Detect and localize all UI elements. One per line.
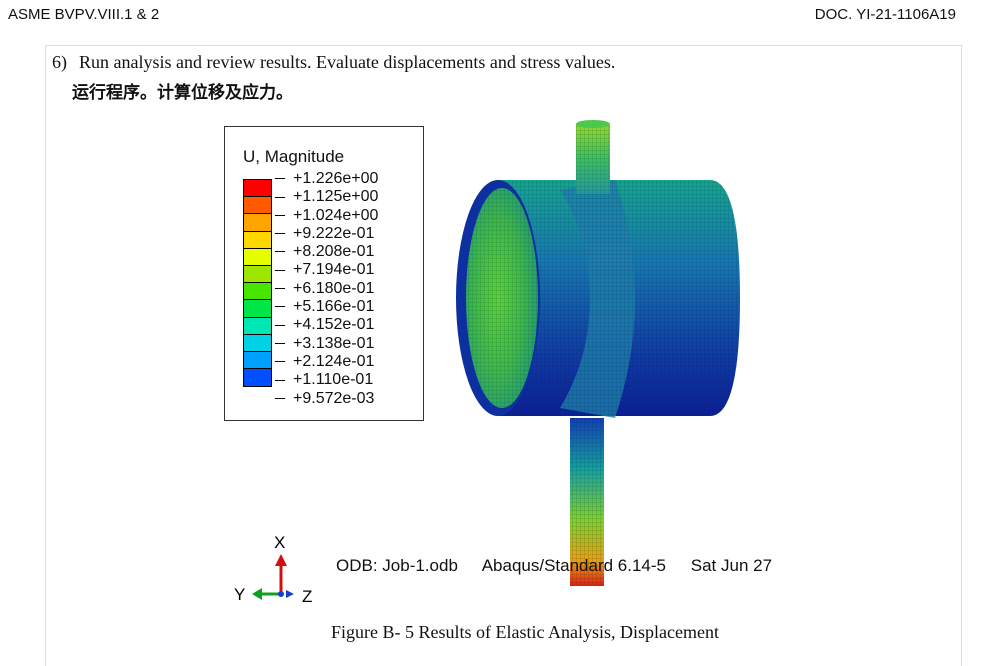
- odb-date: Sat Jun 27: [690, 556, 773, 575]
- legend-band: [244, 334, 271, 352]
- legend-band: [244, 214, 271, 232]
- legend-band: [244, 317, 271, 335]
- doc-standard: ASME BVPV.VIII.1 & 2: [8, 6, 160, 23]
- legend-band: [244, 248, 271, 266]
- step-text-en: Run analysis and review results. Evaluat…: [79, 52, 616, 72]
- legend-band: [244, 265, 271, 284]
- odb-file: ODB: Job-1.odb: [336, 556, 458, 575]
- doc-number: DOC. YI-21-1106A19: [814, 6, 956, 23]
- legend-band: [244, 283, 271, 301]
- axis-triad: X Y Z: [234, 533, 312, 606]
- legend-value: +7.194e-01: [275, 261, 378, 279]
- legend-value: +1.024e+00: [275, 207, 378, 225]
- triad-z-label: Z: [302, 587, 312, 606]
- legend-value: +1.125e+00: [275, 188, 378, 206]
- legend-band: [244, 300, 271, 318]
- step-instruction-en: 6) Run analysis and review results. Evalu…: [52, 52, 615, 73]
- triad-y-label: Y: [234, 585, 245, 604]
- legend-band: [244, 180, 271, 198]
- odb-solver: Abaqus/Standard 6.14-5: [481, 556, 667, 575]
- legend-value: +9.572e-03: [275, 390, 378, 408]
- triad-x-label: X: [274, 533, 285, 552]
- step-number: 6): [52, 52, 67, 72]
- legend-value: +6.180e-01: [275, 280, 378, 298]
- figure-caption: Figure B- 5 Results of Elastic Analysis,…: [331, 622, 719, 642]
- legend-band: [244, 351, 271, 370]
- legend-value: +5.166e-01: [275, 298, 378, 316]
- step-instruction-zh: 运行程序。计算位移及应力。: [72, 83, 293, 103]
- legend-band: [244, 369, 271, 387]
- legend-value: +1.226e+00: [275, 170, 378, 188]
- legend-band: [244, 231, 271, 249]
- legend-value: +8.208e-01: [275, 243, 378, 261]
- fea-model-displacement-plot: [456, 120, 740, 586]
- legend-value: +3.138e-01: [275, 335, 378, 353]
- legend-value: +2.124e-01: [275, 353, 378, 371]
- legend-values: +1.226e+00 +1.125e+00 +1.024e+00 +9.222e-01…: [275, 170, 378, 408]
- legend-value: +9.222e-01: [275, 225, 378, 243]
- legend-value: +1.110e-01: [275, 371, 378, 389]
- legend-band: [244, 197, 271, 215]
- content-frame: [45, 45, 962, 666]
- odb-info-line: ODB: Job-1.odb Abaqus/Standard 6.14-5 Sa…: [336, 556, 792, 576]
- legend-value: +4.152e-01: [275, 316, 378, 334]
- legend-title: U, Magnitude: [243, 147, 345, 166]
- contour-legend: U, Magnitude +1.226e+00 +1.125e+00 +1.024e…: [224, 126, 424, 421]
- legend-color-bar: [243, 179, 272, 388]
